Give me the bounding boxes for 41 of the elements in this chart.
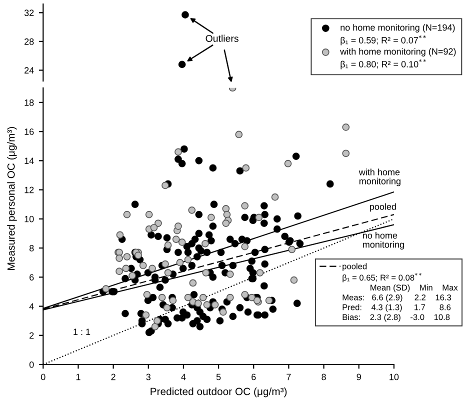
y-tick-label: 0 [29, 361, 34, 368]
annotation: β₁ = 0.65; R² = 0.08$^{**}$ [342, 273, 422, 282]
annotation: Pred: 4.3 (1.3) 1.7 8.6 [342, 304, 451, 312]
y-tick-label: 10 [24, 216, 34, 222]
annotation: Outliers [206, 34, 238, 42]
y-tick-label: 6 [30, 274, 34, 281]
legend-label: no home monitoring (N=194) [340, 24, 455, 33]
x-tick-label: 7 [286, 374, 291, 380]
text: pooled [370, 203, 396, 212]
x-tick-label: 3 [146, 374, 151, 380]
x-tick-label: 10 [390, 374, 399, 380]
annotation: Mean (SD) Min Max [370, 284, 458, 292]
y-tick-label: 8 [29, 245, 34, 252]
x-tick-label: 4 [181, 374, 186, 380]
x-tick-label: 2 [111, 374, 116, 380]
legend-label: with home monitoring (N=92) [340, 48, 456, 56]
legend-label: pooled [342, 263, 367, 271]
y-axis-title: Measured personal OC (μg/m³) [7, 126, 17, 270]
y-tick-label: 18 [24, 99, 34, 106]
x-tick-label: 0 [40, 374, 46, 380]
y-tick-label: 4 [29, 303, 34, 310]
y-tick-label: 24 [24, 67, 34, 74]
x-tick-label: 9 [356, 374, 361, 380]
series-label: 1 : 1 [74, 328, 90, 335]
annotation: β₁ = 0.80; R² = 0.10$^{**}$ [340, 59, 426, 70]
x-tick-label: 6 [252, 374, 256, 380]
x-axis-title: Predicted outdoor OC (μg/m³) [150, 388, 287, 398]
y-tick-label: 16 [24, 128, 34, 135]
annotation: Bias: 2.3 (2.8) -3.0 10.8 [342, 314, 450, 322]
annotation: β₁ = 0.59; R² = 0.07$^{**}$ [340, 35, 426, 46]
annotation: Meas: 6.6 (2.9) 2.2 16.3 [342, 294, 452, 302]
x-tick-label: 5 [216, 374, 221, 380]
x-tick-label: 1 [76, 374, 80, 380]
series-label: no home monitoring [362, 232, 404, 250]
y-tick-label: 2 [30, 332, 34, 339]
y-tick-label: 12 [24, 186, 34, 194]
x-tick-label: 8 [322, 374, 326, 380]
series-label: with home monitoring [358, 168, 400, 186]
y-tick-label: 32 [24, 10, 34, 16]
y-tick-label: 28 [24, 38, 34, 45]
y-tick-label: 14 [24, 158, 34, 164]
